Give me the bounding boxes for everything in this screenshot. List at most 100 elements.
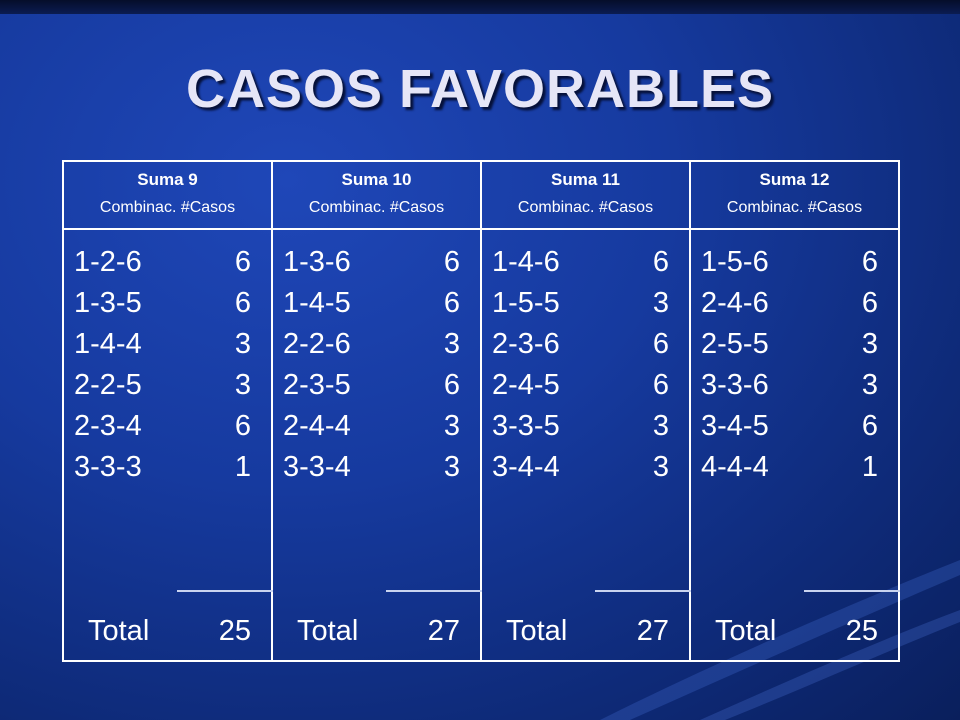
combination-row: 2-4-4 3 bbox=[283, 406, 460, 447]
combination-row: 1-3-6 6 bbox=[283, 242, 460, 283]
total-label: Total bbox=[297, 615, 359, 647]
combination-row: 2-4-5 6 bbox=[492, 365, 669, 406]
cases-value: 3 bbox=[652, 287, 669, 319]
sum-underline bbox=[804, 590, 900, 592]
combination-value: 2-4-5 bbox=[492, 369, 560, 401]
total-row: Total 27 bbox=[283, 615, 460, 648]
combination-value: 1-2-6 bbox=[74, 246, 142, 278]
slide-title: CASOS FAVORABLES bbox=[185, 59, 775, 119]
column-header: Suma 12 Combinac. #Casos bbox=[689, 160, 900, 230]
combination-row: 3-3-4 3 bbox=[283, 447, 460, 488]
combination-value: 2-3-5 bbox=[283, 369, 351, 401]
combination-row: 2-3-4 6 bbox=[74, 406, 251, 447]
combination-value: 3-4-5 bbox=[701, 410, 769, 442]
combination-row: 1-2-6 6 bbox=[74, 242, 251, 283]
combination-row: 1-4-5 6 bbox=[283, 283, 460, 324]
combination-value: 1-5-5 bbox=[492, 287, 560, 319]
slide-top-band bbox=[0, 0, 960, 14]
combination-row: 2-4-6 6 bbox=[701, 283, 878, 324]
combination-value: 3-4-4 bbox=[492, 451, 560, 483]
combination-value: 1-4-5 bbox=[283, 287, 351, 319]
sum-label: Suma 12 bbox=[759, 170, 830, 189]
combination-row: 1-4-4 3 bbox=[74, 324, 251, 365]
subheader-label: Combinac. #Casos bbox=[99, 199, 236, 216]
combination-value: 2-4-6 bbox=[701, 287, 769, 319]
column-header: Suma 11 Combinac. #Casos bbox=[480, 160, 691, 230]
column-body: 1-2-6 6 1-3-5 6 1-4-4 3 2-2-5 3 2-3-4 6 3-3-3 1 Tota… bbox=[62, 228, 273, 662]
combination-row: 3-3-5 3 bbox=[492, 406, 669, 447]
cases-value: 3 bbox=[861, 328, 878, 360]
cases-value: 1 bbox=[234, 451, 251, 483]
total-row: Total 27 bbox=[492, 615, 669, 648]
combination-value: 2-4-4 bbox=[283, 410, 351, 442]
combination-list: 1-4-6 6 1-5-5 3 2-3-6 6 2-4-5 6 3-3-5 3 3-4-4 3 bbox=[482, 230, 689, 488]
column-header: Suma 10 Combinac. #Casos bbox=[271, 160, 482, 230]
cases-value: 6 bbox=[234, 246, 251, 278]
cases-value: 3 bbox=[234, 369, 251, 401]
combination-value: 2-3-6 bbox=[492, 328, 560, 360]
combination-row: 3-4-5 6 bbox=[701, 406, 878, 447]
combination-value: 3-3-4 bbox=[283, 451, 351, 483]
cases-value: 3 bbox=[652, 451, 669, 483]
subheader-label: Combinac. #Casos bbox=[726, 199, 863, 216]
cases-value: 6 bbox=[234, 410, 251, 442]
combination-row: 1-5-6 6 bbox=[701, 242, 878, 283]
column-body: 1-4-6 6 1-5-5 3 2-3-6 6 2-4-5 6 3-3-5 3 3-4-4 3 Tota… bbox=[480, 228, 691, 662]
cases-value: 6 bbox=[443, 287, 460, 319]
sum-underline bbox=[595, 590, 691, 592]
cases-value: 6 bbox=[652, 246, 669, 278]
column-body: 1-3-6 6 1-4-5 6 2-2-6 3 2-3-5 6 2-4-4 3 3-3-4 3 Tota… bbox=[271, 228, 482, 662]
combination-row: 1-3-5 6 bbox=[74, 283, 251, 324]
total-value: 25 bbox=[218, 615, 251, 647]
cases-value: 6 bbox=[652, 328, 669, 360]
cases-value: 6 bbox=[861, 287, 878, 319]
cases-value: 3 bbox=[234, 328, 251, 360]
column-body: 1-5-6 6 2-4-6 6 2-5-5 3 3-3-6 3 3-4-5 6 4-4-4 1 Tota… bbox=[689, 228, 900, 662]
total-label: Total bbox=[715, 615, 777, 647]
combination-value: 3-3-5 bbox=[492, 410, 560, 442]
combination-row: 3-4-4 3 bbox=[492, 447, 669, 488]
combination-row: 2-2-5 3 bbox=[74, 365, 251, 406]
combination-value: 3-3-6 bbox=[701, 369, 769, 401]
sum-label: Suma 11 bbox=[551, 170, 620, 189]
total-value: 27 bbox=[427, 615, 460, 647]
cases-value: 3 bbox=[443, 328, 460, 360]
combination-value: 4-4-4 bbox=[701, 451, 769, 483]
combination-value: 1-4-6 bbox=[492, 246, 560, 278]
combination-row: 1-5-5 3 bbox=[492, 283, 669, 324]
cases-value: 6 bbox=[443, 369, 460, 401]
combination-row: 2-5-5 3 bbox=[701, 324, 878, 365]
sum-label: Suma 10 bbox=[341, 170, 412, 189]
combination-row: 3-3-3 1 bbox=[74, 447, 251, 488]
cases-value: 3 bbox=[652, 410, 669, 442]
combination-value: 1-3-5 bbox=[74, 287, 142, 319]
total-value: 25 bbox=[845, 615, 878, 647]
sum-underline bbox=[386, 590, 482, 592]
total-row: Total 25 bbox=[74, 615, 251, 648]
table-header-row: Suma 9 Combinac. #Casos Suma 10 Combinac… bbox=[62, 160, 900, 230]
favorable-cases-table: Suma 9 Combinac. #Casos Suma 10 Combinac… bbox=[62, 160, 900, 662]
combination-value: 1-5-6 bbox=[701, 246, 769, 278]
cases-value: 6 bbox=[861, 410, 878, 442]
combination-value: 3-3-3 bbox=[74, 451, 142, 483]
combination-list: 1-3-6 6 1-4-5 6 2-2-6 3 2-3-5 6 2-4-4 3 3-3-4 3 bbox=[273, 230, 480, 488]
combination-value: 2-3-4 bbox=[74, 410, 142, 442]
combination-row: 1-4-6 6 bbox=[492, 242, 669, 283]
table-body-row: 1-2-6 6 1-3-5 6 1-4-4 3 2-2-5 3 2-3-4 6 3-3-3 1 Tota… bbox=[62, 228, 900, 662]
sum-underline bbox=[177, 590, 273, 592]
cases-value: 3 bbox=[443, 451, 460, 483]
combination-value: 2-5-5 bbox=[701, 328, 769, 360]
subheader-label: Combinac. #Casos bbox=[308, 199, 445, 216]
cases-value: 6 bbox=[443, 246, 460, 278]
cases-value: 1 bbox=[861, 451, 878, 483]
combination-row: 2-3-6 6 bbox=[492, 324, 669, 365]
cases-value: 6 bbox=[234, 287, 251, 319]
combination-value: 1-4-4 bbox=[74, 328, 142, 360]
combination-row: 3-3-6 3 bbox=[701, 365, 878, 406]
total-label: Total bbox=[506, 615, 568, 647]
total-label: Total bbox=[88, 615, 150, 647]
cases-value: 6 bbox=[652, 369, 669, 401]
cases-value: 3 bbox=[443, 410, 460, 442]
column-header: Suma 9 Combinac. #Casos bbox=[62, 160, 273, 230]
combination-list: 1-2-6 6 1-3-5 6 1-4-4 3 2-2-5 3 2-3-4 6 3-3-3 1 bbox=[64, 230, 271, 488]
